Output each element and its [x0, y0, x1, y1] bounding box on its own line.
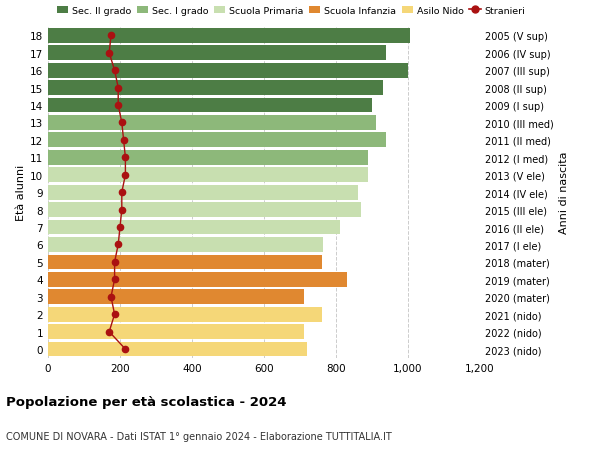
Bar	[48, 168, 368, 183]
Bar	[48, 290, 304, 304]
Bar	[48, 29, 410, 44]
Bar	[48, 151, 368, 165]
Bar	[48, 46, 386, 61]
Bar	[48, 64, 408, 78]
Bar	[48, 98, 372, 113]
Text: COMUNE DI NOVARA - Dati ISTAT 1° gennaio 2024 - Elaborazione TUTTITALIA.IT: COMUNE DI NOVARA - Dati ISTAT 1° gennaio…	[6, 431, 392, 442]
Bar	[48, 133, 386, 148]
Bar	[48, 325, 304, 339]
Bar	[48, 238, 323, 252]
Bar	[48, 203, 361, 218]
Bar	[48, 220, 340, 235]
Bar	[48, 81, 383, 96]
Bar	[48, 116, 376, 131]
Text: Popolazione per età scolastica - 2024: Popolazione per età scolastica - 2024	[6, 395, 287, 408]
Bar	[48, 342, 307, 357]
Y-axis label: Età alunni: Età alunni	[16, 165, 26, 221]
Y-axis label: Anni di nascita: Anni di nascita	[559, 151, 569, 234]
Bar	[48, 307, 322, 322]
Bar	[48, 185, 358, 200]
Bar	[48, 255, 322, 270]
Bar	[48, 272, 347, 287]
Legend: Sec. II grado, Sec. I grado, Scuola Primaria, Scuola Infanzia, Asilo Nido, Stran: Sec. II grado, Sec. I grado, Scuola Prim…	[53, 3, 529, 20]
